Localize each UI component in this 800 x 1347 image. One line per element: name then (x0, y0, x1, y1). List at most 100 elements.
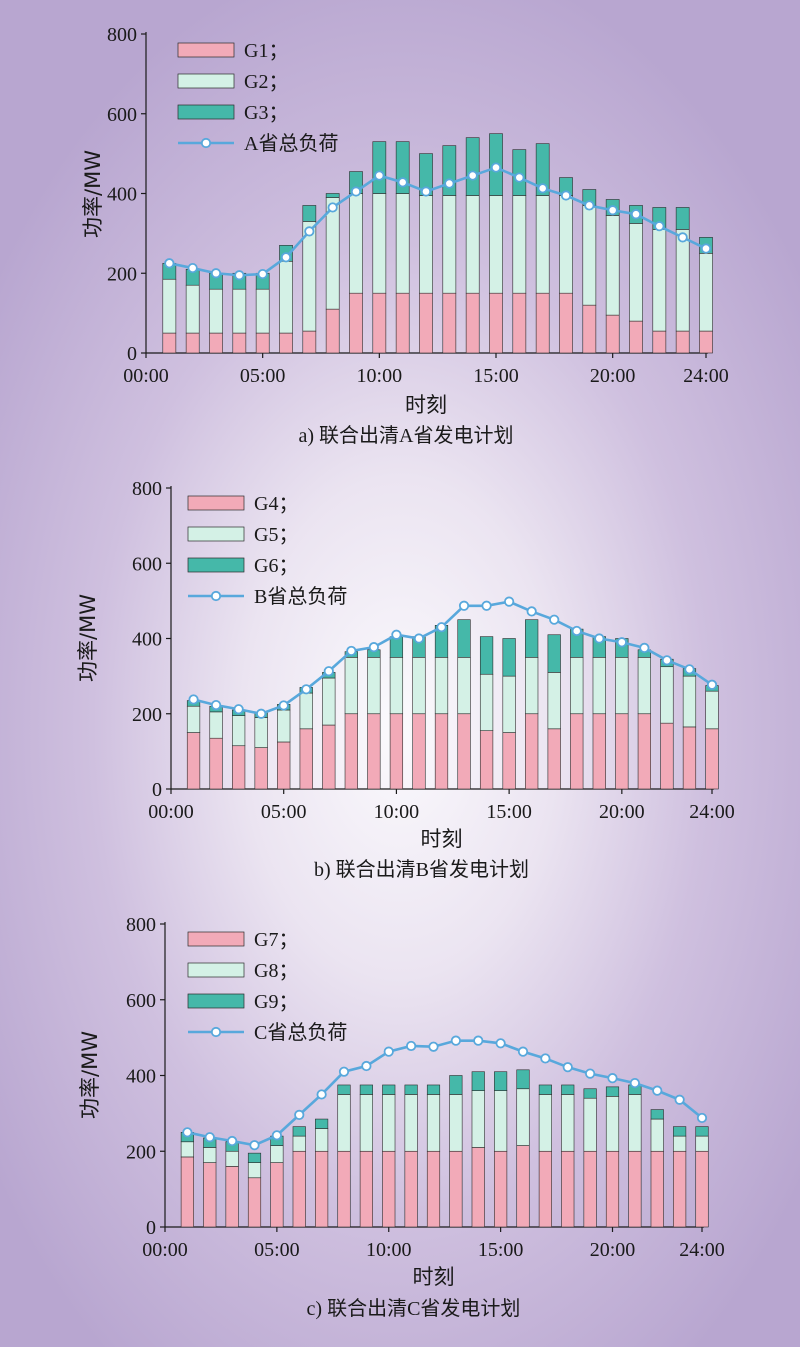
x-tick-label: 05:00 (240, 365, 286, 387)
bar-g1-22 (652, 330, 667, 354)
bar-g2-12 (419, 195, 433, 294)
bar-g8-9 (359, 1094, 373, 1152)
load-point-5 (271, 1130, 282, 1141)
load-point-3 (233, 704, 244, 715)
load-point-22 (654, 221, 665, 232)
load-point-1 (188, 694, 199, 705)
bar-g2-18 (559, 195, 573, 294)
bar-g4-7 (322, 724, 336, 790)
y-tick-label: 400 (132, 629, 162, 651)
bar-g3-10 (372, 141, 387, 194)
bar-g8-23 (673, 1135, 687, 1152)
bar-g4-5 (277, 741, 291, 790)
load-point-9 (361, 1060, 372, 1072)
y-tick-label: 200 (132, 704, 162, 726)
bar-g2-20 (605, 215, 620, 316)
bar-g2-15 (489, 195, 503, 294)
bar-g4-15 (502, 732, 516, 790)
legend-swatch-g7 (187, 931, 245, 947)
bar-g7-15 (494, 1150, 508, 1228)
bar-g7-10 (382, 1150, 396, 1228)
load-point-10 (391, 629, 402, 640)
bar-g5-4 (254, 717, 268, 748)
load-point-15 (495, 1038, 506, 1049)
bar-g2-21 (629, 223, 643, 322)
bar-g1-14 (465, 292, 480, 354)
bar-g4-24 (705, 728, 719, 790)
bar-g1-17 (535, 292, 550, 354)
bar-g7-20 (605, 1150, 620, 1228)
bar-g7-18 (561, 1150, 575, 1228)
bar-g9-12 (426, 1084, 441, 1095)
legend-swatch-g2 (177, 73, 235, 89)
legend-label: G1； (244, 40, 288, 62)
y-tick-label: 400 (107, 184, 137, 206)
bar-g5-17 (547, 672, 561, 730)
bar-g6-17 (547, 634, 561, 673)
bar-g8-8 (337, 1094, 351, 1152)
bar-g8-22 (650, 1118, 664, 1152)
load-point-17 (540, 1053, 551, 1064)
bar-g4-6 (299, 728, 313, 790)
x-tick-label: 20:00 (590, 1239, 636, 1261)
y-tick-label: 800 (132, 478, 162, 500)
load-point-18 (571, 625, 582, 637)
bar-g8-11 (404, 1094, 418, 1152)
bar-g5-22 (660, 666, 674, 724)
load-point-2 (187, 262, 198, 274)
legend-label: G4； (254, 493, 298, 515)
bar-g8-12 (426, 1094, 441, 1152)
load-point-11 (406, 1040, 417, 1052)
load-point-1 (182, 1127, 193, 1138)
load-point-12 (420, 186, 432, 197)
bar-g7-14 (471, 1147, 485, 1228)
legend: G4； G5； G6； B省总负荷 (187, 493, 347, 608)
bar-g3-17 (535, 143, 550, 196)
bar-g9-20 (605, 1086, 620, 1097)
load-point-22 (661, 655, 673, 666)
x-tick-label: 15:00 (486, 801, 532, 823)
bar-g6-16 (525, 619, 539, 658)
bar-g5-14 (479, 673, 494, 731)
load-point-2 (210, 699, 222, 711)
bar-g1-7 (302, 330, 317, 354)
bar-g5-16 (525, 657, 539, 715)
bar-g3-7 (302, 205, 317, 222)
bar-g2-16 (512, 195, 527, 294)
load-point-4 (249, 1140, 260, 1151)
legend-line-marker (200, 137, 212, 149)
bar-g7-3 (225, 1166, 239, 1228)
bar-g5-7 (322, 677, 336, 726)
legend-swatch-g3 (177, 104, 235, 120)
bar-g2-3 (209, 288, 223, 334)
bar-g5-24 (705, 690, 719, 730)
chart-panel-a: 0 200 400 600 800 功率/MW 00:00 05:00 10:00 15:00 20… (81, 24, 729, 447)
bar-g9-23 (673, 1126, 687, 1137)
load-point-16 (517, 1046, 529, 1057)
bar-g7-9 (359, 1150, 373, 1228)
y-tick-label: 0 (146, 1217, 156, 1239)
legend-swatch-g9 (187, 993, 245, 1009)
legend-label: G2； (244, 71, 288, 93)
bar-g9-7 (315, 1118, 329, 1129)
bar-g4-9 (367, 713, 381, 790)
bar-g9-10 (382, 1084, 396, 1095)
load-point-2 (204, 1132, 215, 1143)
y-tick-label: 400 (126, 1066, 156, 1088)
chart-caption: a) 联合出清A省发电计划 (299, 424, 514, 447)
bar-g4-13 (457, 713, 471, 790)
load-point-11 (413, 633, 425, 644)
bar-g2-24 (699, 253, 713, 332)
bar-g4-17 (547, 728, 561, 790)
bar-g8-15 (494, 1090, 508, 1152)
load-point-17 (537, 183, 548, 194)
load-point-12 (428, 1041, 439, 1052)
load-point-20 (607, 1073, 618, 1084)
load-line (187, 1039, 703, 1147)
load-point-24 (706, 679, 718, 690)
load-point-3 (227, 1135, 238, 1147)
load-point-3 (210, 268, 222, 279)
load-point-19 (585, 1068, 596, 1079)
bar-g8-16 (516, 1088, 530, 1146)
bar-g9-6 (292, 1126, 306, 1137)
